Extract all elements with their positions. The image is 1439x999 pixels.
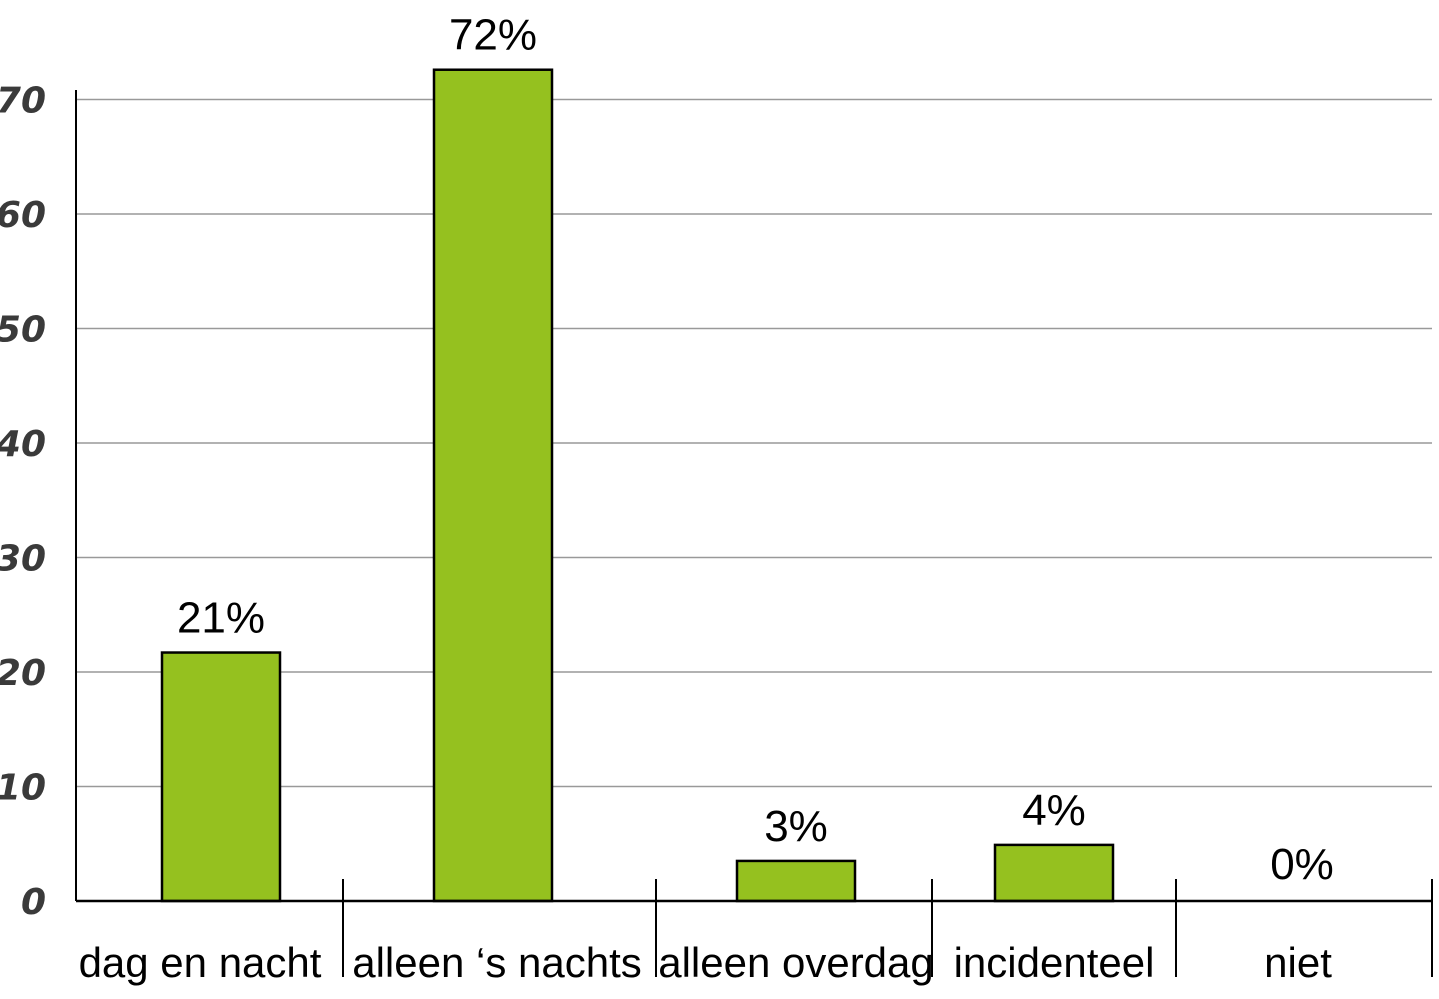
data-label: 4% [1022,786,1086,835]
data-label: 3% [764,802,828,851]
x-category-label: niet [1264,939,1332,986]
bar [432,68,554,903]
y-tick-label: 40 [0,424,46,465]
x-category-label: incidenteel [954,939,1155,986]
bar [735,859,857,903]
x-category-label: dag en nacht [79,939,322,986]
x-category-label: alleen ‘s nachts [352,939,642,986]
y-tick-label: 10 [0,768,46,809]
y-tick-label: 0 [21,882,46,923]
y-axis-ticks: 0 10 20 30 40 50 60 70 [0,81,46,924]
y-tick-label: 70 [0,81,46,122]
x-axis [75,90,1433,977]
y-tick-label: 30 [0,539,46,580]
bar [160,651,282,903]
bars [160,68,1115,903]
y-tick-label: 60 [0,195,46,236]
y-tick-label: 50 [0,310,46,351]
x-category-label: alleen overdag [658,939,934,986]
category-labels: dag en nacht alleen ‘s nachts alleen overd… [79,939,1333,986]
bar [993,843,1115,903]
data-labels: 21% 72% 3% 4% 0% [177,11,1334,889]
y-tick-label: 20 [0,653,46,694]
data-label: 0% [1270,840,1334,889]
gridlines [76,98,1432,788]
data-label: 72% [449,11,537,60]
data-label: 21% [177,594,265,643]
